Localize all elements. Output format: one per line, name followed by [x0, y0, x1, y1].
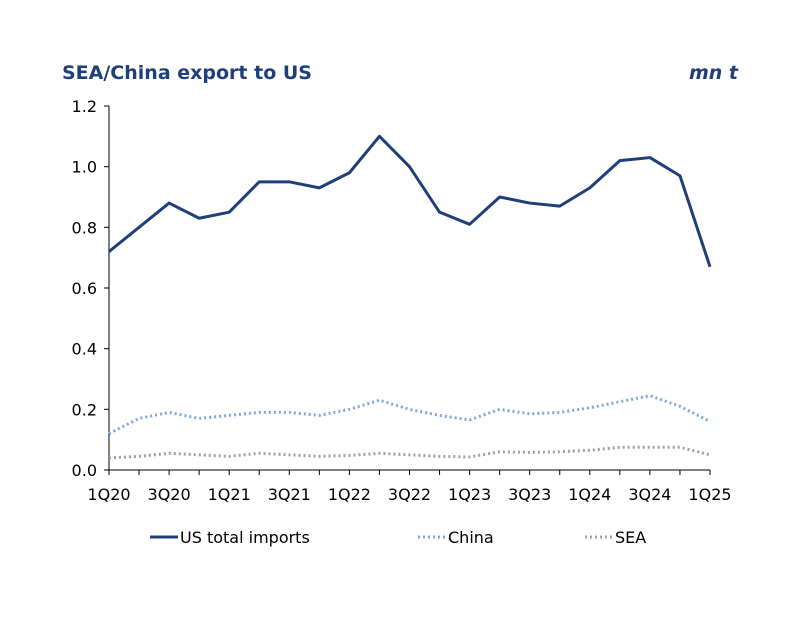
y-tick-label: 0.2	[72, 400, 97, 419]
x-tick-label: 3Q22	[388, 485, 431, 504]
y-tick-label: 1.0	[72, 158, 97, 177]
series-line-china	[108, 394, 711, 435]
x-tick-label: 1Q25	[688, 485, 731, 504]
legend-label: SEA	[615, 528, 646, 547]
y-tick-label: 0.4	[72, 340, 97, 359]
y-tick-label: 0.8	[72, 218, 97, 237]
x-tick-label: 1Q23	[448, 485, 491, 504]
x-tick-label: 3Q23	[508, 485, 551, 504]
y-tick-label: 0.6	[72, 279, 97, 298]
x-tick-label: 1Q21	[208, 485, 251, 504]
chart-title: SEA/China export to US	[62, 62, 312, 84]
x-tick-label: 3Q20	[148, 485, 191, 504]
series-line-sea	[108, 445, 711, 460]
x-tick-label: 3Q24	[628, 485, 671, 504]
series-line-us-total-imports	[108, 134, 712, 268]
x-tick-label: 3Q21	[268, 485, 311, 504]
x-tick-label: 1Q20	[87, 485, 130, 504]
legend-label: China	[448, 528, 494, 547]
unit-label: mn t	[688, 62, 738, 84]
x-tick-label: 1Q24	[568, 485, 611, 504]
x-tick-label: 1Q22	[328, 485, 371, 504]
y-tick-label: 1.2	[72, 97, 97, 116]
legend-label: US total imports	[180, 528, 310, 547]
y-tick-label: 0.0	[72, 461, 97, 480]
